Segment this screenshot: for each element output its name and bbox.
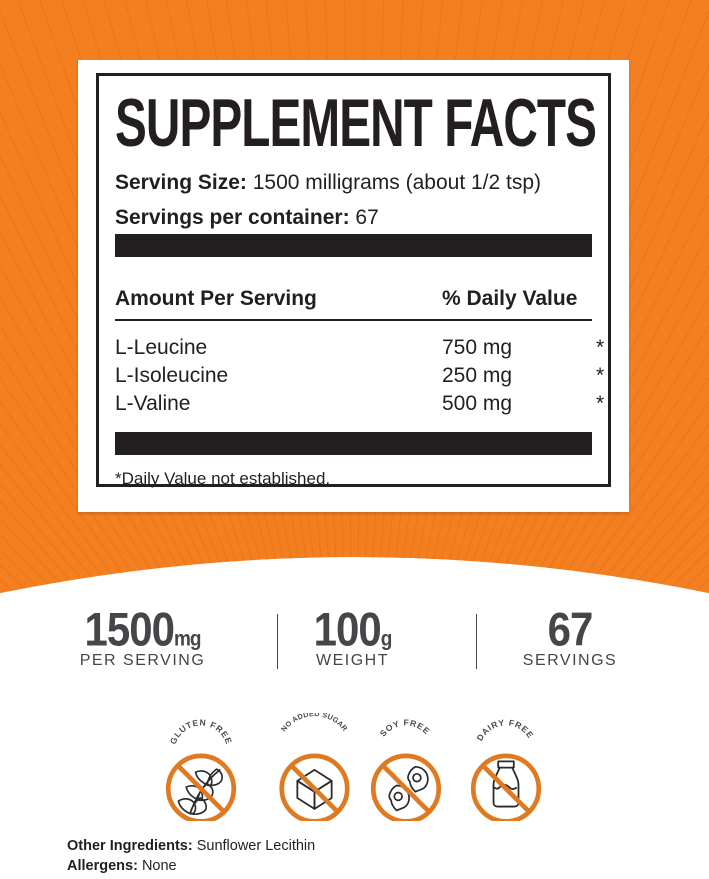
svg-text:SOY FREE: SOY FREE [378,717,432,738]
svg-text:NO ADDED SUGAR: NO ADDED SUGAR [279,713,350,733]
svg-text:GLUTEN FREE: GLUTEN FREE [168,717,234,745]
svg-text:DAIRY FREE: DAIRY FREE [474,717,535,742]
